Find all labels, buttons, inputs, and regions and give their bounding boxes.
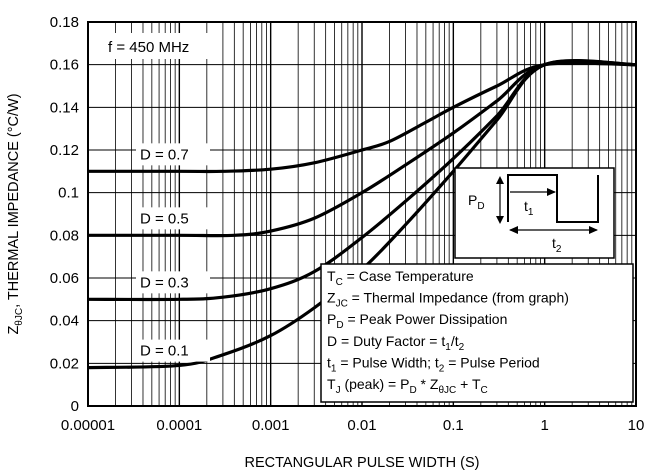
x-tick-label: 10 bbox=[628, 417, 645, 434]
y-axis-title: ZθJC, THERMAL IMPEDANCE (°C/W) bbox=[6, 93, 25, 334]
pulse-waveform bbox=[507, 174, 599, 223]
y-tick-label: 0.18 bbox=[50, 14, 79, 31]
y-tick-label: 0.08 bbox=[50, 227, 79, 244]
plot-frame bbox=[87, 21, 637, 407]
x-tick-label: 0.1 bbox=[443, 417, 464, 434]
y-tick-label: 0.06 bbox=[50, 270, 79, 287]
y-tick-label: 0.16 bbox=[50, 57, 79, 74]
series-label: D = 0.5 bbox=[140, 210, 189, 227]
t1-label: t1 bbox=[524, 198, 534, 218]
t2-label: t2 bbox=[552, 235, 562, 255]
series-label-background bbox=[136, 207, 210, 230]
t2-arrowheads bbox=[509, 226, 598, 234]
legend-line: TJ (peak) = PD * ZθJC + TC bbox=[327, 376, 488, 396]
legend-line: ZJC = Thermal Impedance (from graph) bbox=[327, 290, 569, 310]
pd-label: PD bbox=[468, 192, 485, 212]
legend-line: D = Duty Factor = t1/t2 bbox=[327, 333, 465, 353]
pulse-diagram-inset: PD t1 t2 bbox=[454, 167, 615, 259]
series-line bbox=[88, 61, 637, 174]
y-tick-label: 0.02 bbox=[50, 355, 79, 372]
x-tick-labels: 0.00001 0.0001 0.001 0.01 0.1 1 10 bbox=[61, 417, 644, 434]
y-tick-label: 0 bbox=[71, 398, 79, 415]
legend-line: PD = Peak Power Dissipation bbox=[327, 311, 507, 331]
y-tick-label: 0.12 bbox=[50, 142, 79, 159]
duty-factor-labels: D = 0.7 D = 0.5 D = 0.3 D = 0.1 bbox=[136, 143, 210, 362]
y-tick-label: 0.1 bbox=[58, 185, 79, 202]
series-label: D = 0.1 bbox=[140, 343, 189, 360]
series-label: D = 0.3 bbox=[140, 274, 189, 291]
y-tick-label: 0.14 bbox=[50, 99, 79, 116]
series-line bbox=[88, 60, 637, 238]
x-tick-label: 0.001 bbox=[252, 417, 290, 434]
x-axis-title: RECTANGULAR PULSE WIDTH (S) bbox=[245, 455, 480, 471]
inset-frame bbox=[454, 167, 615, 259]
series-label-background bbox=[136, 339, 210, 362]
x-tick-label: 0.01 bbox=[347, 417, 376, 434]
frequency-label: f = 450 MHz bbox=[108, 39, 189, 56]
series-label-background bbox=[136, 271, 210, 294]
legend-line: TC = Case Temperature bbox=[327, 268, 474, 288]
x-tick-label: 0.00001 bbox=[61, 417, 115, 434]
legend-frame bbox=[320, 263, 634, 403]
t1-arrowhead bbox=[547, 188, 556, 196]
frequency-label-background bbox=[100, 33, 220, 59]
series-label-background bbox=[136, 143, 210, 166]
y-tick-label: 0.04 bbox=[50, 313, 79, 330]
frequency-label-group: f = 450 MHz bbox=[100, 33, 220, 59]
x-tick-label: 0.0001 bbox=[156, 417, 202, 434]
series-label: D = 0.7 bbox=[140, 146, 189, 163]
legend-line: t1 = Pulse Width; t2 = Pulse Period bbox=[327, 354, 540, 374]
x-tick-label: 1 bbox=[540, 417, 548, 434]
y-tick-labels: 0 0.02 0.04 0.06 0.08 0.1 0.12 0.14 0.16 0.18 bbox=[50, 14, 79, 415]
